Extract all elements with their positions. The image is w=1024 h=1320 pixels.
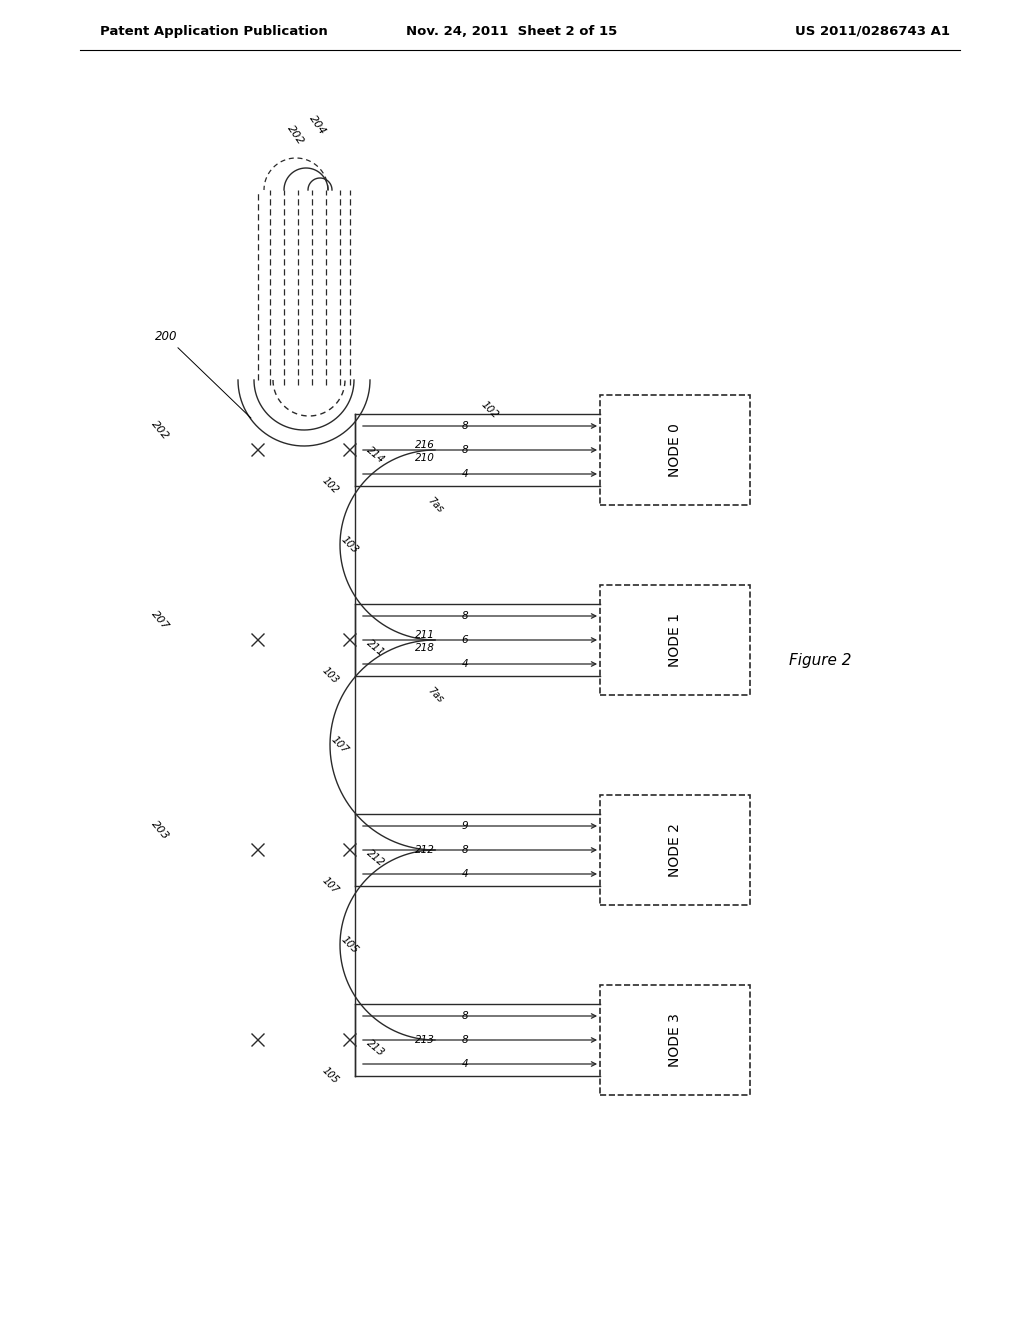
Text: 218: 218 <box>415 643 435 653</box>
Text: 210: 210 <box>415 453 435 463</box>
Text: NODE 3: NODE 3 <box>668 1012 682 1067</box>
Text: 212: 212 <box>365 847 386 869</box>
Text: NODE 0: NODE 0 <box>668 424 682 477</box>
Text: 211: 211 <box>365 638 386 659</box>
Text: NODE 1: NODE 1 <box>668 612 682 667</box>
Text: 7as: 7as <box>425 495 444 515</box>
Text: Patent Application Publication: Patent Application Publication <box>100 25 328 38</box>
Text: 4: 4 <box>462 869 468 879</box>
Text: 4: 4 <box>462 659 468 669</box>
Text: 213: 213 <box>365 1038 386 1059</box>
Text: 102: 102 <box>319 475 340 496</box>
Bar <box>600 795 750 906</box>
Text: 9: 9 <box>462 821 468 832</box>
Text: 8: 8 <box>462 1035 468 1045</box>
Text: 8: 8 <box>462 421 468 432</box>
Text: US 2011/0286743 A1: US 2011/0286743 A1 <box>795 25 950 38</box>
Text: 212: 212 <box>415 845 435 855</box>
Bar <box>600 585 750 696</box>
Text: 4: 4 <box>462 469 468 479</box>
Text: 8: 8 <box>462 845 468 855</box>
Text: 202: 202 <box>286 123 306 147</box>
Text: 4: 4 <box>462 1059 468 1069</box>
Text: 6: 6 <box>462 635 468 645</box>
Text: 216: 216 <box>415 440 435 450</box>
Text: 105: 105 <box>319 1065 340 1086</box>
Bar <box>600 985 750 1096</box>
Text: 207: 207 <box>150 609 171 631</box>
Text: NODE 2: NODE 2 <box>668 824 682 876</box>
Text: 103: 103 <box>339 535 360 556</box>
Text: 103: 103 <box>319 665 340 686</box>
Text: 105: 105 <box>339 935 360 956</box>
Text: Nov. 24, 2011  Sheet 2 of 15: Nov. 24, 2011 Sheet 2 of 15 <box>407 25 617 38</box>
Text: 7as: 7as <box>425 685 444 705</box>
Text: 214: 214 <box>365 445 386 465</box>
Text: Figure 2: Figure 2 <box>788 652 851 668</box>
Text: 8: 8 <box>462 1011 468 1020</box>
Text: 204: 204 <box>308 114 329 137</box>
Text: 211: 211 <box>415 630 435 640</box>
Text: 202: 202 <box>150 418 171 441</box>
Text: 8: 8 <box>462 445 468 455</box>
Text: 213: 213 <box>415 1035 435 1045</box>
Text: 102: 102 <box>479 400 501 421</box>
Bar <box>600 395 750 506</box>
Text: 107: 107 <box>319 876 340 896</box>
Text: 200: 200 <box>155 330 251 418</box>
Text: 203: 203 <box>150 818 171 841</box>
Text: 8: 8 <box>462 611 468 620</box>
Text: 107: 107 <box>330 734 350 755</box>
